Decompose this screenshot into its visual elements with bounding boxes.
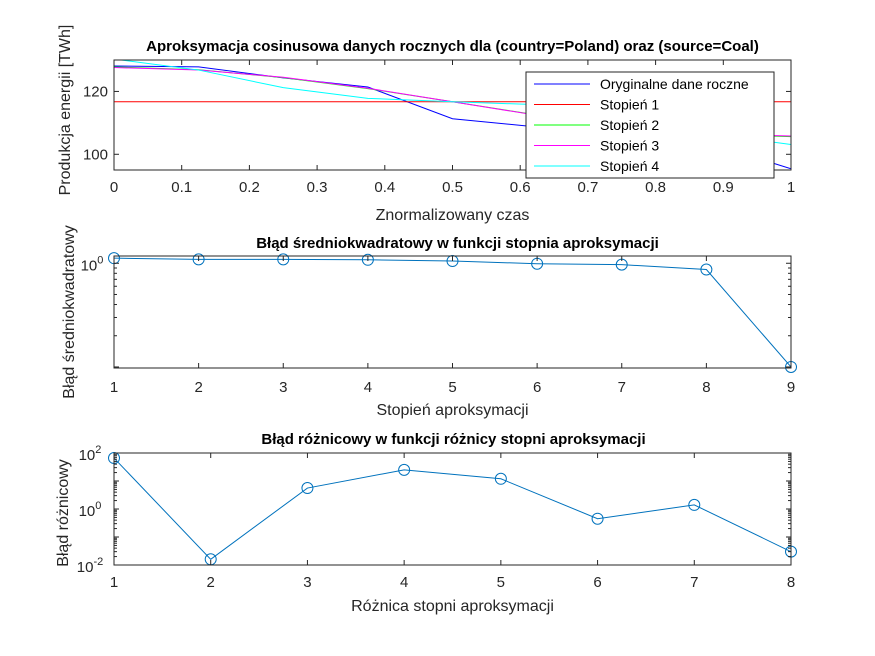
chart-title: Aproksymacja cosinusowa danych rocznych …: [146, 38, 759, 55]
data-point: [361, 253, 374, 266]
x-tick-label: 0.7: [577, 179, 598, 196]
y-tick-label: 120: [83, 83, 108, 100]
y-axis-label: Błąd średniokwadratowy: [61, 225, 78, 398]
x-tick-label: 5: [448, 379, 456, 396]
x-tick-label: 6: [533, 379, 541, 396]
x-tick-label: 2: [194, 379, 202, 396]
x-tick-label: 0.9: [713, 179, 734, 196]
y-tick-label: 100: [79, 500, 102, 520]
legend-entry: Stopień 3: [600, 138, 659, 154]
y-tick-base: 10: [79, 503, 96, 520]
legend-entry: Stopień 1: [600, 97, 659, 113]
series-line: [113, 457, 792, 560]
data-point: [494, 472, 507, 485]
legend-entry: Stopień 2: [600, 117, 659, 133]
chart-2: 1 2 3 4 5 6 7 8 9 100 Stopień aproksymacji Błąd śre…: [61, 225, 797, 419]
x-tick-label: 0.3: [307, 179, 328, 196]
x-axis-label: Znormalizowany czas: [376, 207, 530, 224]
legend: Oryginalne dane roczne Stopień 1 Stopień 2…: [525, 71, 775, 179]
x-tick-label: 0.5: [442, 179, 463, 196]
x-tick-label: 0.6: [510, 179, 531, 196]
x-tick-label: 4: [364, 379, 372, 396]
chart-title: Błąd różnicowy w funkcji różnicy stopni …: [261, 431, 645, 448]
legend-entry: Stopień 4: [600, 158, 659, 174]
x-axis-label: Różnica stopni aproksymacji: [351, 598, 554, 615]
x-axis-label: Stopień aproksymacji: [376, 402, 528, 419]
series-line: [113, 257, 792, 368]
x-tick-label: 0: [110, 179, 118, 196]
plot-area: [114, 256, 791, 368]
x-tick-label: 9: [787, 379, 795, 396]
y-tick-base: 10: [79, 447, 96, 464]
y-tick-exp: 2: [95, 444, 101, 456]
y-tick-exp: 0: [95, 500, 101, 512]
y-axis-label: Produkcja energii [TWh]: [57, 25, 74, 196]
y-tick-label: 100: [83, 146, 108, 163]
chart-1: 0 0.1 0.2 0.3 0.4 0.5 0.6 0.7 0.8 0.9 1 100 120 Orygi…: [57, 25, 795, 224]
data-point: [301, 482, 314, 495]
y-tick-base: 10: [81, 257, 98, 274]
x-tick-label: 8: [702, 379, 710, 396]
y-tick-exp: -2: [93, 556, 103, 568]
y-axis-label: Błąd różnicowy: [55, 459, 72, 567]
x-tick-label: 0.4: [374, 179, 395, 196]
y-tick-base: 10: [77, 559, 94, 576]
x-tick-label: 6: [593, 574, 601, 591]
x-tick-label: 7: [690, 574, 698, 591]
data-point: [688, 498, 701, 511]
y-tick-label: 10-2: [77, 556, 103, 576]
x-tick-label: 5: [497, 574, 505, 591]
x-tick-label: 0.1: [171, 179, 192, 196]
legend-entry: Oryginalne dane roczne: [600, 76, 749, 92]
x-tick-label: 8: [787, 574, 795, 591]
plot-area: [114, 453, 791, 565]
y-tick-label: 102: [79, 444, 102, 464]
data-point: [277, 253, 290, 266]
x-tick-label: 2: [207, 574, 215, 591]
x-tick-label: 3: [279, 379, 287, 396]
x-tick-label: 1: [110, 574, 118, 591]
y-tick-label: 100: [81, 254, 104, 274]
x-tick-label: 4: [400, 574, 408, 591]
x-tick-label: 1: [787, 179, 795, 196]
data-point: [192, 253, 205, 266]
y-tick-exp: 0: [97, 254, 103, 266]
data-point: [700, 263, 713, 276]
x-tick-label: 0.2: [239, 179, 260, 196]
x-tick-label: 3: [303, 574, 311, 591]
data-point: [398, 463, 411, 476]
x-tick-label: 1: [110, 379, 118, 396]
legend-box: [525, 71, 775, 179]
x-tick-label: 0.8: [645, 179, 666, 196]
data-point: [591, 512, 604, 525]
chart-title: Błąd średniokwadratowy w funkcji stopnia…: [256, 235, 659, 252]
x-tick-label: 7: [618, 379, 626, 396]
